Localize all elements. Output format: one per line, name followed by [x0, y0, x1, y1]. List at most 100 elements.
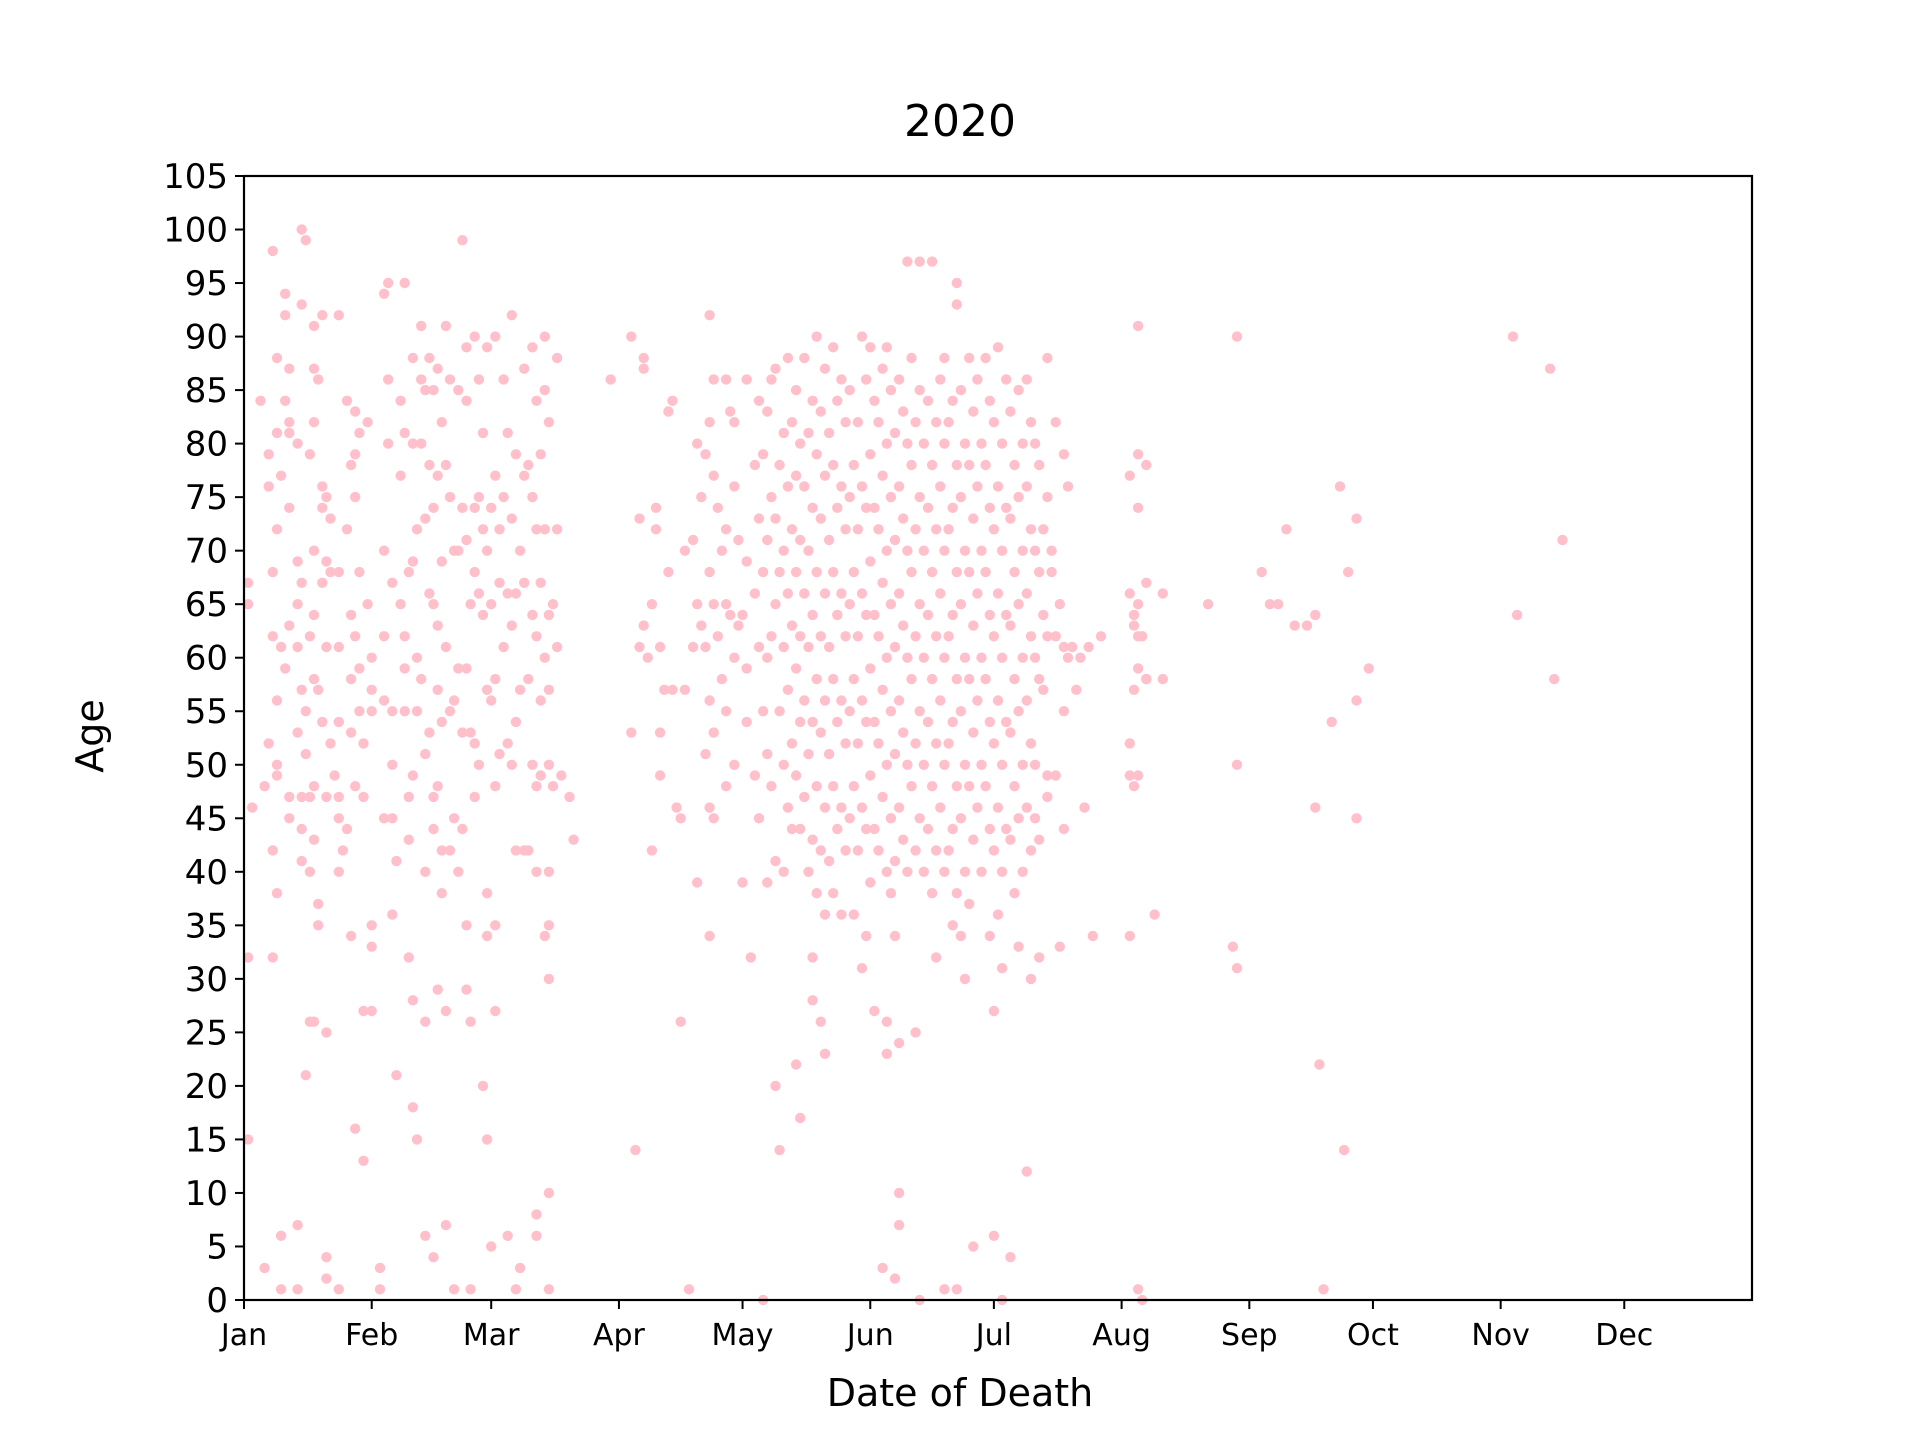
data-point [543, 1187, 555, 1199]
data-point [1034, 834, 1045, 845]
data-point [1351, 813, 1362, 824]
data-point [959, 759, 971, 770]
data-point [725, 609, 736, 621]
data-point [329, 770, 340, 781]
data-point [646, 599, 658, 610]
data-point [865, 770, 876, 781]
data-point [823, 748, 835, 760]
data-point [403, 834, 414, 845]
data-point [1013, 384, 1024, 396]
data-point [869, 395, 880, 406]
data-point [514, 684, 526, 695]
data-point [1046, 545, 1057, 556]
data-point [481, 684, 493, 695]
data-point [964, 898, 975, 910]
data-point [720, 524, 732, 535]
data-point [634, 641, 645, 653]
data-point [856, 695, 868, 706]
data-point [996, 652, 1008, 663]
data-point [757, 706, 769, 717]
data-point [1034, 952, 1045, 963]
data-point [527, 759, 538, 770]
data-point [861, 609, 872, 621]
data-point [366, 1005, 377, 1017]
data-point [939, 866, 950, 877]
data-point [741, 556, 752, 567]
data-point [1017, 759, 1028, 770]
data-point [659, 684, 670, 695]
data-point [926, 459, 938, 471]
data-point [947, 716, 958, 728]
data-point [284, 813, 295, 824]
data-point [992, 909, 1004, 920]
data-point [1021, 1166, 1032, 1177]
data-point [1511, 609, 1523, 621]
data-point [354, 706, 365, 717]
data-point [716, 545, 728, 556]
data-point [972, 374, 983, 385]
data-point [696, 491, 707, 503]
data-point [1318, 1284, 1329, 1295]
data-point [1046, 566, 1057, 578]
data-point [321, 1027, 332, 1038]
data-point [1141, 673, 1152, 685]
data-point [881, 342, 892, 353]
data-point [898, 513, 909, 524]
data-point [774, 706, 785, 717]
data-point [543, 759, 555, 770]
data-point [1132, 449, 1144, 460]
x-tick-label: Nov [1471, 1318, 1530, 1353]
data-point [840, 738, 851, 749]
data-point [457, 727, 468, 738]
data-point [539, 524, 550, 535]
data-point [543, 866, 555, 877]
data-point [490, 331, 501, 342]
data-point [996, 963, 1008, 974]
data-point [869, 502, 880, 513]
data-point [242, 1134, 254, 1145]
data-point [790, 470, 802, 481]
data-point [308, 320, 320, 332]
data-point [828, 342, 839, 353]
data-point [304, 866, 316, 877]
data-point [284, 417, 295, 428]
data-point [931, 952, 942, 963]
data-point [770, 599, 781, 610]
data-point [708, 470, 719, 481]
data-point [366, 920, 377, 931]
data-point [374, 1262, 386, 1274]
data-point [770, 513, 781, 524]
data-point [630, 1144, 641, 1156]
data-point [753, 395, 765, 406]
data-point [391, 1070, 402, 1081]
data-point [1005, 834, 1016, 845]
data-point [939, 759, 950, 770]
data-point [898, 620, 909, 631]
data-point [951, 277, 962, 289]
data-point [988, 845, 1000, 856]
data-point [692, 599, 703, 610]
data-point [877, 684, 888, 695]
data-point [807, 952, 818, 963]
data-point [828, 781, 839, 792]
data-point [729, 417, 740, 428]
data-point [943, 631, 954, 642]
data-point [1001, 374, 1012, 385]
data-point [988, 738, 1000, 749]
data-point [391, 855, 402, 867]
data-point [407, 438, 419, 449]
data-point [782, 352, 794, 364]
data-point [811, 566, 822, 578]
data-point [490, 470, 501, 481]
data-point [861, 374, 872, 385]
data-point [490, 673, 501, 685]
data-point [457, 502, 468, 513]
data-point [1025, 845, 1037, 856]
data-point [428, 791, 439, 803]
data-point [1132, 663, 1144, 674]
data-point [704, 310, 715, 321]
data-point [811, 331, 822, 342]
data-point [996, 438, 1008, 449]
data-point [638, 363, 649, 374]
